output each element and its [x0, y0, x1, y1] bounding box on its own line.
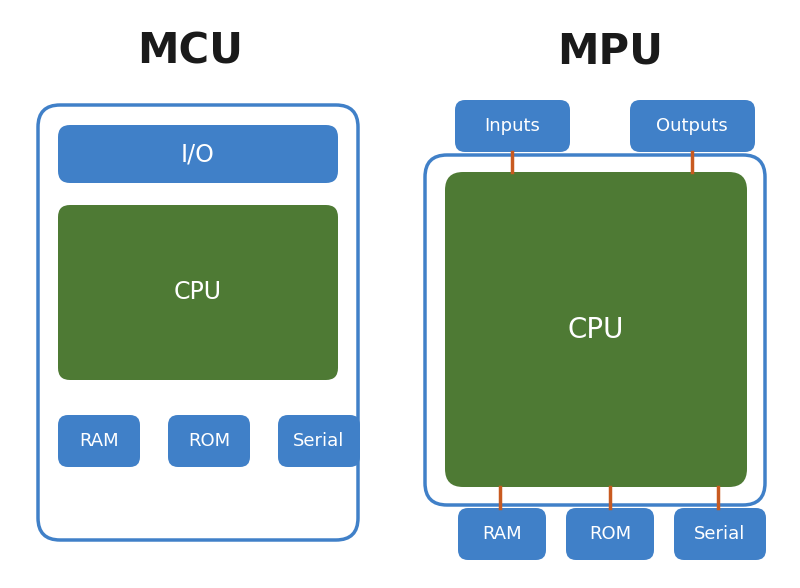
Text: Serial: Serial	[294, 432, 345, 450]
Text: MCU: MCU	[137, 31, 243, 73]
FancyBboxPatch shape	[445, 172, 747, 487]
Text: I/O: I/O	[181, 142, 215, 166]
FancyBboxPatch shape	[58, 205, 338, 380]
FancyBboxPatch shape	[38, 105, 358, 540]
Text: ROM: ROM	[188, 432, 230, 450]
Text: RAM: RAM	[79, 432, 119, 450]
Text: Serial: Serial	[694, 525, 746, 543]
FancyBboxPatch shape	[58, 415, 140, 467]
FancyBboxPatch shape	[168, 415, 250, 467]
FancyBboxPatch shape	[630, 100, 755, 152]
FancyBboxPatch shape	[58, 125, 338, 183]
Text: Outputs: Outputs	[656, 117, 728, 135]
Text: CPU: CPU	[568, 316, 624, 344]
FancyBboxPatch shape	[455, 100, 570, 152]
FancyBboxPatch shape	[425, 155, 765, 505]
Text: Inputs: Inputs	[484, 117, 540, 135]
FancyBboxPatch shape	[566, 508, 654, 560]
FancyBboxPatch shape	[458, 508, 546, 560]
FancyBboxPatch shape	[674, 508, 766, 560]
FancyBboxPatch shape	[278, 415, 360, 467]
Text: RAM: RAM	[482, 525, 522, 543]
Text: MPU: MPU	[557, 31, 663, 73]
Text: ROM: ROM	[589, 525, 631, 543]
Text: CPU: CPU	[174, 280, 222, 304]
